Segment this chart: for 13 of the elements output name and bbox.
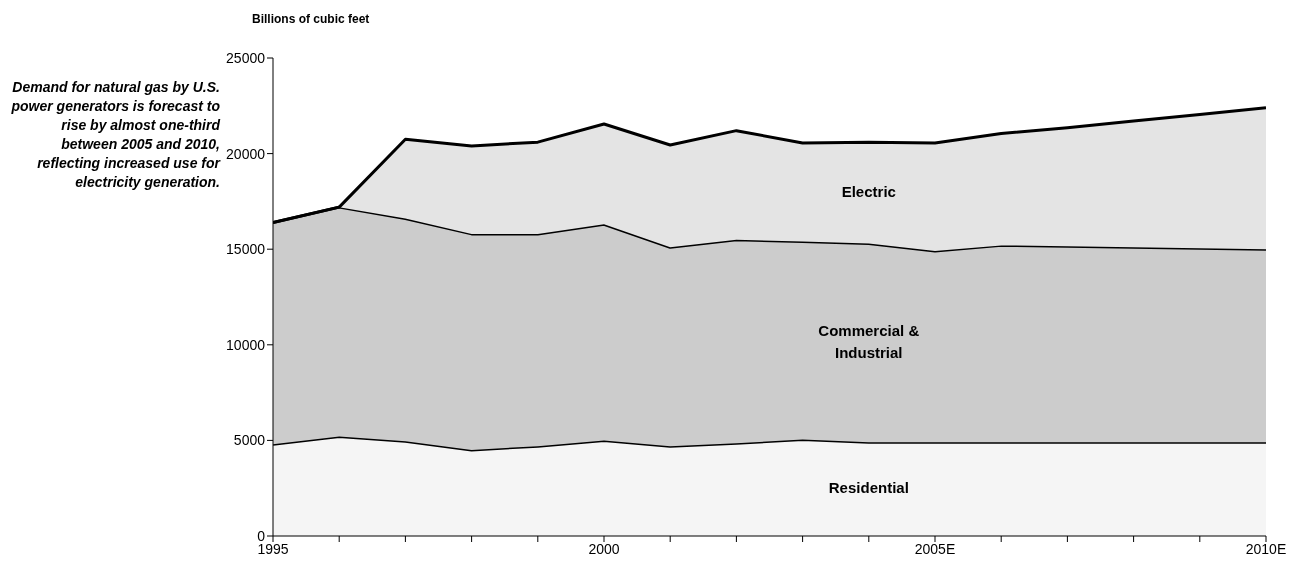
- x-tick-label: 2005E: [914, 540, 956, 557]
- y-tick-label: 15000: [226, 241, 266, 258]
- y-axis-title: Billions of cubic feet: [252, 12, 370, 26]
- series-label: Electric: [841, 182, 896, 200]
- y-tick-label: 5000: [233, 432, 266, 449]
- y-tick-label: 25000: [226, 49, 266, 66]
- text: Demand for natural gas by U.S. power generators is forecast to rise by almost one-third between 2005 and 2010, reflecting increased use for electricity generation.: [10, 78, 220, 192]
- x-tick-label: 2010E: [1245, 540, 1287, 557]
- series-label: Commercial & Industrial: [818, 321, 920, 361]
- y-tick-label: 10000: [226, 336, 266, 353]
- y-tick-label: 20000: [226, 145, 266, 162]
- series-label: Residential: [828, 479, 909, 497]
- x-tick-label: 2000: [588, 540, 620, 557]
